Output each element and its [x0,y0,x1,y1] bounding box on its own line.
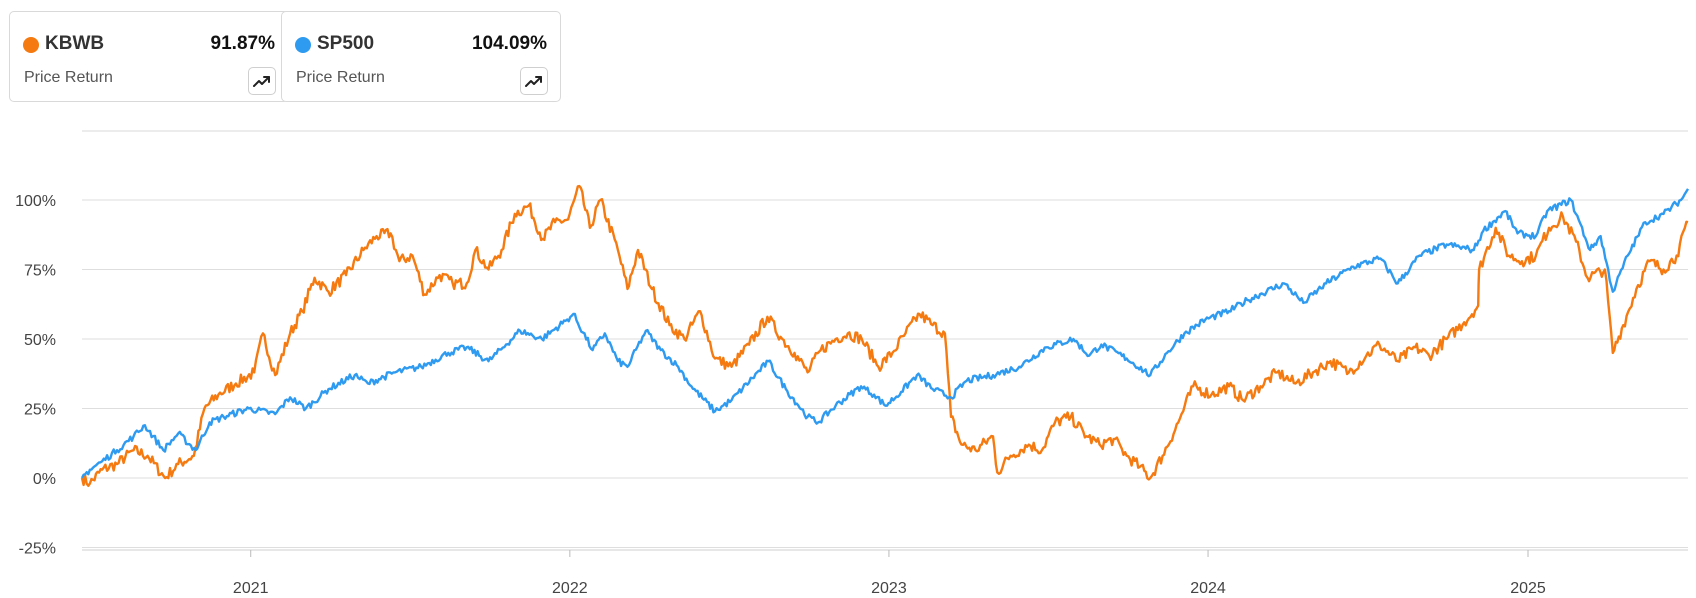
y-tick-label: 25% [24,402,56,419]
series-line-sp500[interactable] [80,188,1690,479]
sp500-color-dot [295,37,311,53]
x-tick-label: 2024 [1190,580,1226,597]
trending-up-icon [253,76,270,87]
trend-chart-button[interactable] [520,67,548,95]
legend-ticker: SP500 [317,33,375,54]
x-axis-ticks: 2021 2022 2023 2024 2025 [233,550,1546,597]
y-tick-label: -25% [19,541,56,558]
series-lines [80,184,1690,487]
legend-card-sp500[interactable]: SP500 104.09% Price Return [281,11,561,102]
x-tick-label: 2022 [552,580,588,597]
legend-card-kbwb[interactable]: KBWB 91.87% Price Return [9,11,289,102]
y-axis-ticks: 100% 75% 50% 25% 0% -25% [15,193,56,558]
grid-lines [82,130,1688,551]
legend-metric: Price Return [24,69,113,86]
y-tick-label: 0% [33,471,56,488]
x-tick-label: 2025 [1510,580,1546,597]
y-tick-label: 75% [24,263,56,280]
kbwb-color-dot [23,37,39,53]
y-tick-label: 50% [24,332,56,349]
legend-value: 91.87% [210,33,275,54]
legend-metric: Price Return [296,69,385,86]
x-tick-label: 2023 [871,580,907,597]
series-line-kbwb[interactable] [80,184,1689,487]
y-tick-label: 100% [15,193,56,210]
trending-up-icon [525,76,542,87]
x-tick-label: 2021 [233,580,269,597]
trend-chart-button[interactable] [248,67,276,95]
legend-ticker: KBWB [45,33,105,54]
legend-value: 104.09% [471,33,547,54]
